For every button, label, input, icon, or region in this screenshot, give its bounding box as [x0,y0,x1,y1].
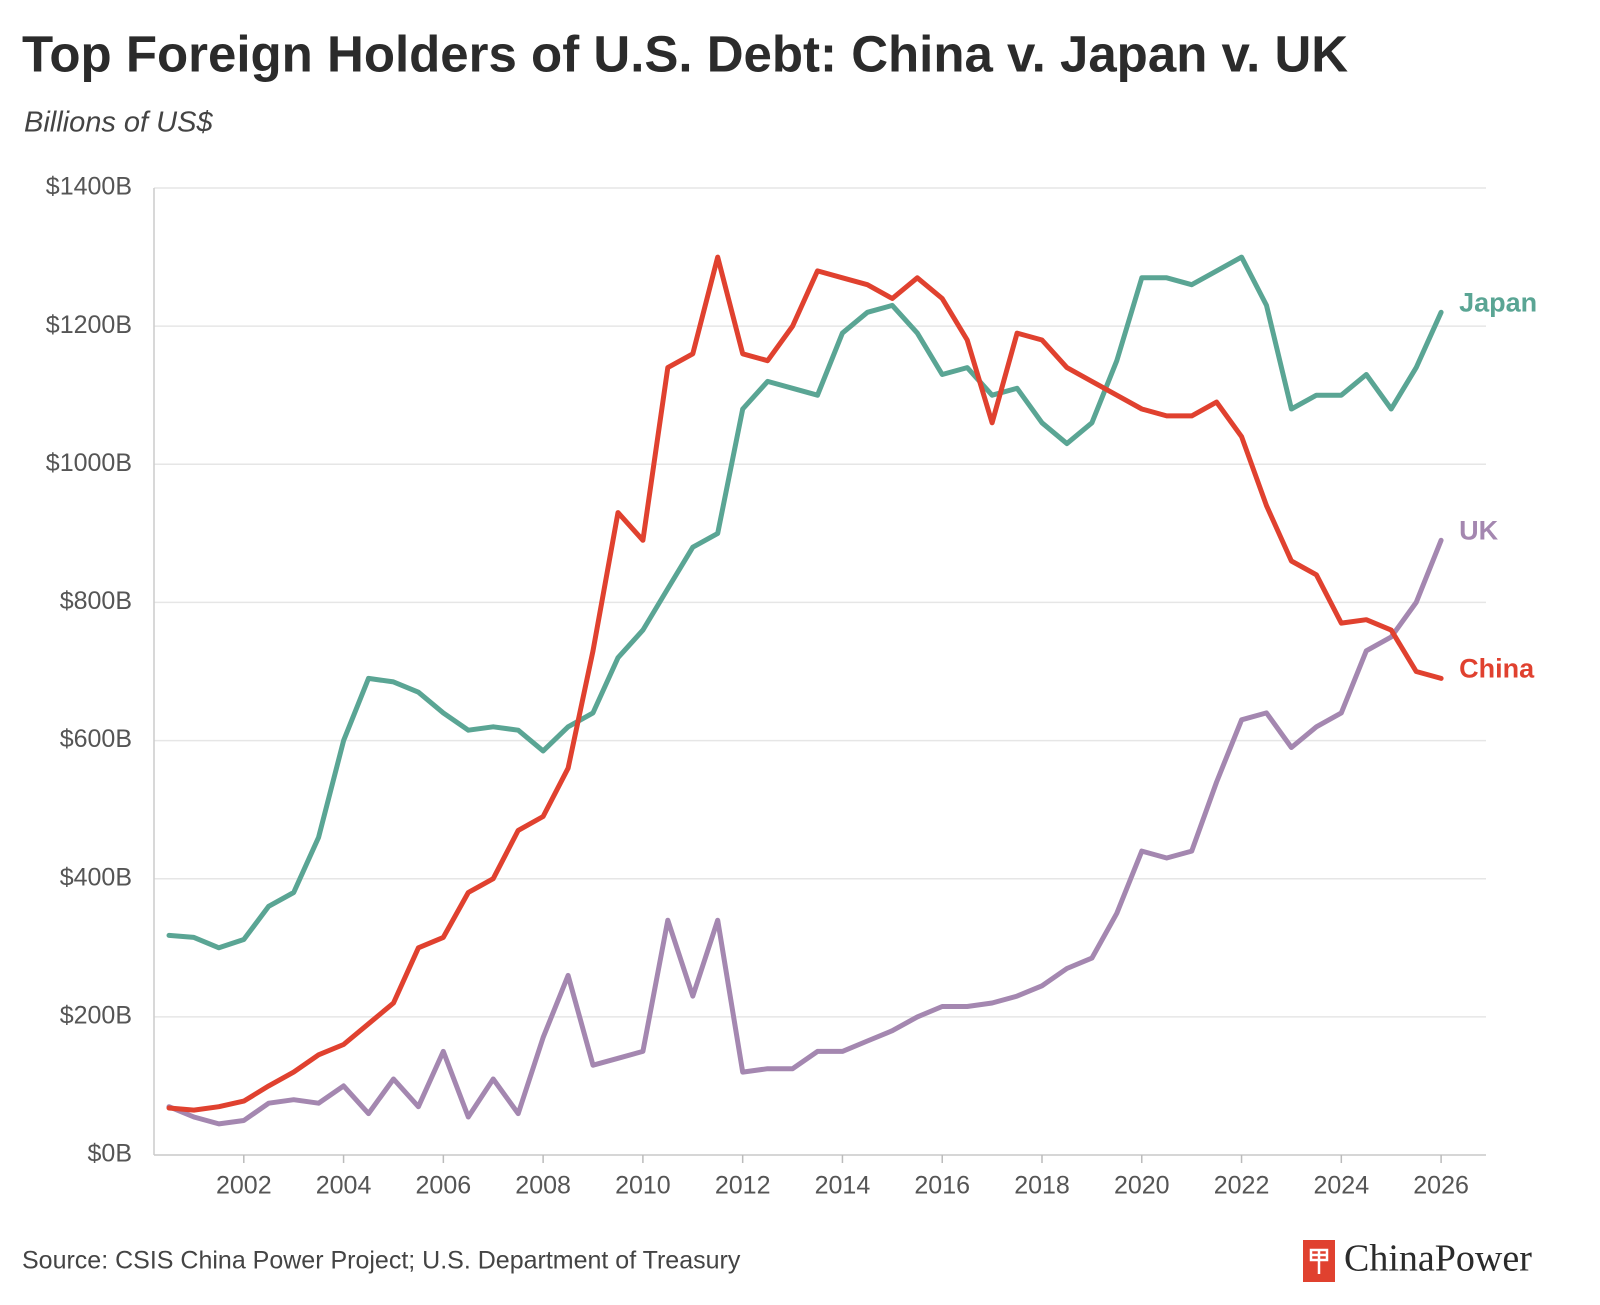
x-tick-label: 2018 [1014,1172,1070,1200]
x-tick-label: 2016 [914,1172,970,1200]
x-tick-label: 2002 [216,1172,272,1200]
series-line [166,254,1444,951]
series-label: China [1459,654,1535,684]
x-tick-label: 2022 [1214,1172,1270,1200]
series-label: UK [1459,515,1498,545]
series-line [166,254,1444,1113]
x-tick-label: 2026 [1413,1172,1469,1200]
x-tick-label: 2012 [715,1172,771,1200]
y-tick-label: $200B [60,1001,132,1029]
source: Source: CSIS China Power Project; U.S. D… [22,1247,741,1275]
y-tick-label: $1200B [46,311,132,339]
series-label: Japan [1459,287,1537,317]
y-tick-label: $800B [60,587,132,615]
x-tick-label: 2020 [1114,1172,1170,1200]
brand-name: ChinaPower [1344,1238,1532,1280]
y-tick-label: $400B [60,863,132,891]
x-tick-label: 2024 [1314,1172,1370,1200]
chart-title: Top Foreign Holders of U.S. Debt: China … [22,25,1348,82]
chart-subtitle: Billions of US$ [24,107,213,139]
y-tick-label: $600B [60,725,132,753]
series-line [166,537,1444,1127]
x-tick-label: 2010 [615,1172,671,1200]
x-tick-label: 2006 [416,1172,472,1200]
brand-logo-glyph [1309,1248,1329,1274]
x-tick-label: 2004 [316,1172,372,1200]
x-tick-label: 2008 [515,1172,571,1200]
y-tick-label: $1000B [46,449,132,477]
y-tick-label: $0B [88,1140,132,1168]
y-tick-label: $1400B [46,173,132,201]
x-tick-label: 2014 [815,1172,871,1200]
